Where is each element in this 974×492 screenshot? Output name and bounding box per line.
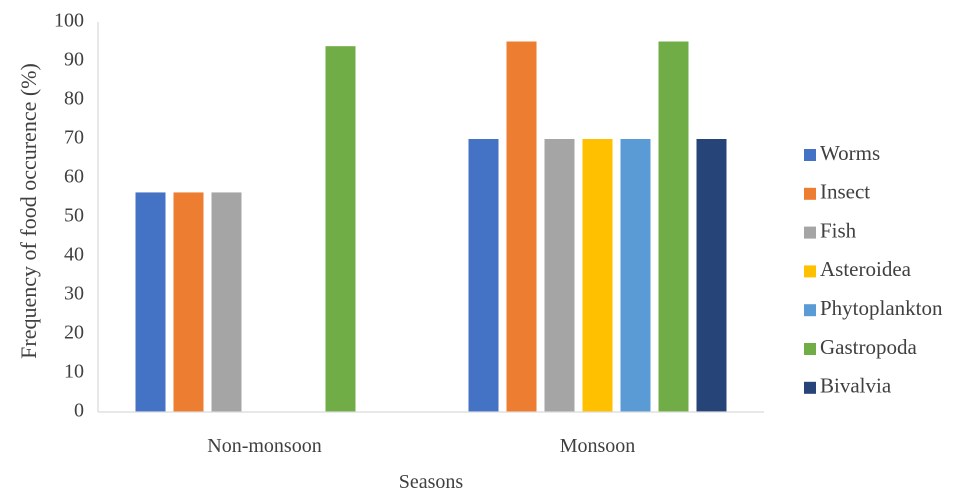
bar-insect-non-monsoon	[173, 192, 204, 412]
y-tick-label: 80	[64, 88, 84, 110]
legend-swatch-phytoplankton	[804, 304, 816, 317]
legend-label-worms: Worms	[820, 141, 880, 165]
bar-fish-monsoon	[544, 139, 575, 412]
bar-phytoplankton-monsoon	[620, 139, 651, 412]
legend: Worms Insect Fish Asteroidea Phytoplankton Ga…	[804, 141, 943, 398]
legend-label-asteroidea: Asteroidea	[820, 257, 912, 281]
x-axis-title: Seasons	[399, 471, 464, 492]
bar-gastropoda-monsoon	[658, 41, 689, 412]
legend-label-phytoplankton: Phytoplankton	[820, 296, 943, 320]
legend-swatch-bivalvia	[804, 381, 816, 394]
y-tick-label: 50	[64, 205, 84, 227]
y-tick-label: 40	[64, 244, 84, 266]
legend-swatch-gastropoda	[804, 343, 816, 355]
bar-insect-monsoon	[506, 41, 537, 412]
y-tick-label: 100	[54, 10, 84, 32]
y-tick-label: 30	[64, 283, 84, 305]
y-tick-label: 10	[64, 361, 84, 383]
bar-bivalvia-monsoon	[696, 139, 727, 412]
legend-label-insect: Insect	[820, 180, 870, 204]
legend-label-gastropoda: Gastropoda	[820, 335, 917, 359]
legend-swatch-insect	[804, 187, 816, 200]
legend-swatch-worms	[804, 149, 816, 161]
bar-worms-monsoon	[468, 139, 499, 412]
bar-asteroidea-monsoon	[582, 139, 613, 412]
y-axis-title: Frequency of food occurence (%)	[16, 63, 41, 359]
legend-swatch-asteroidea	[804, 265, 816, 278]
bar-fish-non-monsoon	[211, 192, 242, 412]
x-tick-label: Monsoon	[560, 435, 636, 457]
y-tick-label: 0	[74, 400, 84, 422]
bar-gastropoda-non-monsoon	[325, 46, 356, 413]
y-tick-label: 60	[64, 166, 84, 188]
legend-label-bivalvia: Bivalvia	[820, 374, 892, 398]
y-tick-label: 70	[64, 127, 84, 149]
x-tick-label: Non-monsoon	[207, 435, 321, 457]
legend-label-fish: Fish	[820, 218, 857, 242]
legend-swatch-fish	[804, 226, 816, 239]
bar-worms-non-monsoon	[135, 192, 166, 412]
y-tick-label: 90	[64, 49, 84, 71]
y-tick-label: 20	[64, 322, 84, 344]
